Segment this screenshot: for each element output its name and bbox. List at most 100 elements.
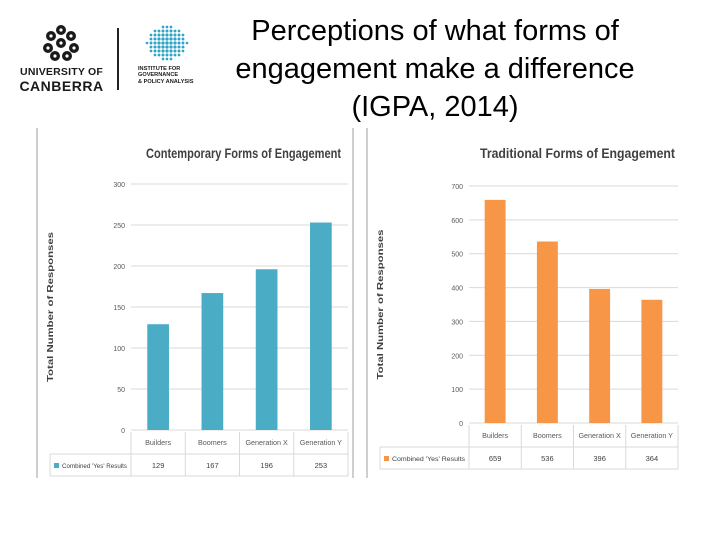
y-tick-label: 300 (113, 182, 125, 189)
igpa-globe-dot (181, 33, 185, 37)
igpa-globe-dot (169, 29, 173, 33)
y-tick-label: 200 (113, 264, 125, 271)
y-tick-label: 50 (117, 387, 125, 394)
y-tick-label: 500 (451, 252, 463, 259)
igpa-globe-dot (165, 37, 169, 41)
uc-emblem-icon (43, 25, 79, 61)
contemporary-engagement-chart: Contemporary Forms of Engagement Total Nu… (46, 145, 349, 477)
igpa-globe-dot (173, 41, 177, 45)
logo-divider (117, 28, 119, 90)
igpa-globe-dot (153, 33, 157, 37)
panel-edge (366, 128, 368, 478)
legend-series-name: Combined 'Yes' Results (62, 463, 128, 470)
bar (310, 222, 332, 430)
slide-title: Perceptions of what forms of engagement … (235, 15, 635, 123)
igpa-globe-dot (157, 45, 161, 49)
igpa-globe-dot (169, 37, 173, 41)
igpa-globe-dot (185, 41, 189, 45)
category-label: Generation Y (631, 431, 673, 440)
igpa-globe-dot (149, 41, 153, 45)
igpa-globe-dot (165, 49, 169, 53)
igpa-globe-dot (177, 37, 181, 41)
bar (147, 324, 169, 430)
igpa-globe-dot (169, 57, 173, 61)
traditional-engagement-chart: Traditional Forms of Engagement Total Num… (376, 145, 679, 470)
igpa-globe-dot (177, 29, 181, 33)
igpa-globe-dot (153, 41, 157, 45)
igpa-globe-dot (157, 41, 161, 45)
igpa-globe-dot (161, 57, 165, 61)
y-tick-label: 100 (451, 387, 463, 394)
table-value: 167 (206, 461, 219, 470)
igpa-globe-dot (181, 49, 185, 53)
igpa-globe-dot (177, 41, 181, 45)
igpa-globe-dot (149, 45, 153, 49)
igpa-globe-dot (149, 49, 153, 53)
igpa-globe-dot (157, 53, 161, 57)
y-tick-label: 400 (451, 286, 463, 293)
panel-edge (352, 128, 354, 478)
igpa-globe-dot (181, 37, 185, 41)
y-tick-label: 0 (121, 428, 125, 435)
igpa-globe-dot (169, 41, 173, 45)
igpa-globe-dot (165, 25, 169, 29)
igpa-globe-dot (157, 49, 161, 53)
category-label: Builders (145, 438, 171, 447)
bar (536, 241, 558, 423)
igpa-globe-dot (165, 41, 169, 45)
table-value: 253 (315, 461, 328, 470)
uc-logo-line2: CANBERRA (19, 78, 104, 94)
igpa-globe-dot (169, 53, 173, 57)
bar (201, 293, 224, 430)
igpa-globe-dot (157, 33, 161, 37)
igpa-globe-dot (157, 29, 161, 33)
y-tick-label: 100 (113, 346, 125, 353)
y-tick-label: 150 (113, 305, 125, 312)
y-axis-label: Total Number of Responses (46, 231, 55, 382)
igpa-globe-dot (149, 33, 153, 37)
table-value: 659 (489, 454, 502, 463)
table-value: 196 (260, 461, 273, 470)
igpa-logo-text: INSTITUTE FOR GOVERNANCE & POLICY ANALYS… (138, 66, 194, 85)
igpa-globe-dot (161, 33, 165, 37)
igpa-globe-dot (165, 57, 169, 61)
category-label: Boomers (198, 438, 227, 447)
traditional-chart-panel: Traditional Forms of Engagement Total Num… (366, 128, 684, 478)
igpa-globe-dot (165, 45, 169, 49)
igpa-globe-dot (169, 25, 173, 29)
igpa-globe-dot (169, 45, 173, 49)
chart-title: Traditional Forms of Engagement (480, 145, 675, 161)
igpa-globe-dot (177, 53, 181, 57)
igpa-globe-dot (165, 33, 169, 37)
y-tick-label: 300 (451, 319, 463, 326)
category-label: Boomers (533, 431, 562, 440)
igpa-globe-dot (173, 45, 177, 49)
igpa-globe-dot (153, 37, 157, 41)
igpa-globe-dot (153, 53, 157, 57)
igpa-globe-dot (157, 37, 161, 41)
igpa-globe-dot (153, 45, 157, 49)
igpa-globe-dot (145, 41, 149, 45)
igpa-globe-dot (161, 41, 165, 45)
y-tick-label: 200 (451, 353, 463, 360)
bar (255, 269, 278, 430)
igpa-globe-dot (173, 53, 177, 57)
category-label: Generation X (578, 431, 621, 440)
igpa-globe-dot (165, 29, 169, 33)
category-label: Builders (482, 431, 508, 440)
igpa-globe-dot (181, 41, 185, 45)
contemporary-chart-panel: Contemporary Forms of Engagement Total Nu… (36, 128, 354, 478)
category-label: Generation X (245, 438, 288, 447)
table-value: 129 (152, 461, 165, 470)
university-of-canberra-logo: UNIVERSITY OF CANBERRA (14, 24, 109, 94)
igpa-globe-dot (149, 37, 153, 41)
igpa-globe-dot (181, 45, 185, 49)
y-tick-label: 700 (451, 184, 463, 191)
legend-swatch (54, 463, 59, 468)
igpa-globe-dot (173, 33, 177, 37)
igpa-globe-dot (177, 45, 181, 49)
igpa-globe-dot (161, 37, 165, 41)
igpa-globe-dot (161, 29, 165, 33)
igpa-globe-dot (173, 29, 177, 33)
igpa-globe-dot (165, 53, 169, 57)
